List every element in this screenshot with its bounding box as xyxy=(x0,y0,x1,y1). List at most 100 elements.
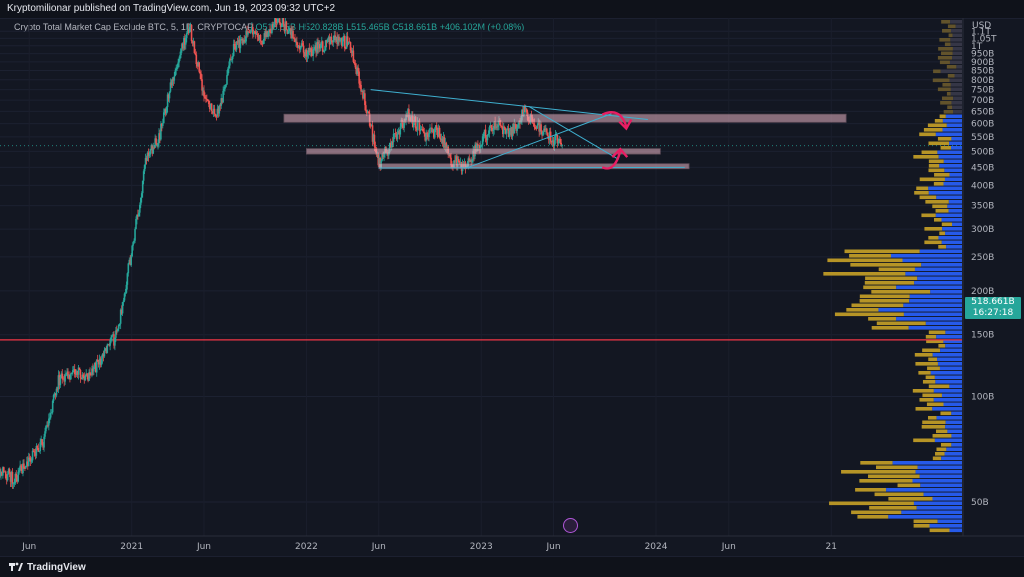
y-tick-label: 1T xyxy=(971,42,983,52)
volume-bar-up xyxy=(944,452,962,456)
candle-body xyxy=(109,340,111,346)
volume-bar-down xyxy=(937,87,951,92)
candle-body xyxy=(10,472,13,482)
candle-body xyxy=(36,445,39,448)
volume-bar-down xyxy=(914,353,933,357)
volume-bar-down xyxy=(874,492,924,497)
candle-body xyxy=(15,473,18,478)
candle-body xyxy=(336,36,338,45)
volume-bar-up xyxy=(909,294,962,299)
candle-body xyxy=(51,400,54,413)
candle-body xyxy=(33,451,36,453)
candle-body xyxy=(235,41,238,50)
candle-body xyxy=(377,153,380,166)
candle-body xyxy=(178,58,180,63)
volume-bar-down xyxy=(915,362,938,366)
candle-body xyxy=(296,41,298,46)
candle-body xyxy=(41,439,43,445)
candle-body xyxy=(374,146,377,148)
volume-bar-up xyxy=(936,195,962,200)
candle-body xyxy=(98,358,101,365)
candle-body xyxy=(233,43,236,46)
volume-bar-down xyxy=(934,173,950,177)
candle-body xyxy=(248,31,250,33)
volume-bar-down xyxy=(857,515,889,519)
candle-body xyxy=(79,369,82,378)
volume-bar-up xyxy=(909,299,962,303)
candle-body xyxy=(326,39,329,42)
volume-bar-down xyxy=(924,227,943,231)
candle-body xyxy=(340,37,342,41)
candle-body xyxy=(207,101,210,105)
candle-body xyxy=(494,121,496,129)
volume-bar-down xyxy=(925,335,937,339)
candle-body xyxy=(373,134,376,147)
candle-body xyxy=(282,18,285,25)
volume-bar-up xyxy=(888,515,962,519)
volume-bar-up xyxy=(945,425,962,429)
candle-body xyxy=(446,146,449,149)
candle-body xyxy=(199,71,201,74)
volume-bar-up xyxy=(903,303,962,308)
candle-body xyxy=(99,358,102,365)
candle-body xyxy=(559,139,562,143)
candle-body xyxy=(50,412,53,414)
price-chart[interactable]: Jun 2021 Jun 2022 Jun 2023 Jun 2024 Jun 21 1.1T1.… xyxy=(0,18,1024,556)
volume-bar-down xyxy=(941,222,953,227)
candle-body xyxy=(52,394,55,401)
volume-bar-up xyxy=(933,389,962,393)
candle-body xyxy=(280,25,283,28)
volume-bar-down xyxy=(929,528,950,533)
volume-bar-up xyxy=(937,150,962,155)
candle-body xyxy=(301,43,304,46)
candle-body xyxy=(19,465,21,471)
volume-bar-up xyxy=(932,497,962,501)
candle-body xyxy=(94,362,97,373)
candle-body xyxy=(218,105,221,114)
candle-body xyxy=(561,145,563,146)
y-tick-label: 1.1T xyxy=(971,27,991,37)
candle-body xyxy=(134,229,136,241)
candle-body xyxy=(351,50,354,53)
candle-body xyxy=(263,33,266,41)
volume-bar-up xyxy=(937,362,962,366)
lightning-icon[interactable] xyxy=(563,518,578,533)
volume-bar-down xyxy=(937,137,952,141)
candle-body xyxy=(175,68,178,71)
candle-body xyxy=(437,127,440,137)
candle-body xyxy=(131,245,133,257)
volume-bar-up xyxy=(929,524,962,528)
volume-bar-down xyxy=(928,168,945,173)
candle-body xyxy=(396,133,399,139)
candle-body xyxy=(367,111,370,114)
candle-body xyxy=(102,354,105,357)
candle-body xyxy=(86,373,88,375)
candle-body xyxy=(522,109,524,116)
candle-body xyxy=(154,138,156,148)
candle-body xyxy=(498,120,500,125)
candle-body xyxy=(137,214,139,217)
candle-body xyxy=(179,55,181,59)
volume-bar-down xyxy=(829,501,914,506)
candle-body xyxy=(541,131,543,136)
candle-body xyxy=(478,145,480,146)
candle-body xyxy=(90,374,92,376)
candle-body xyxy=(139,204,141,213)
candle-body xyxy=(272,24,274,28)
candle-body xyxy=(523,106,525,116)
candle-body xyxy=(291,30,293,39)
volume-bar-up xyxy=(903,312,962,317)
candle-body xyxy=(108,344,110,346)
volume-bar-down xyxy=(938,344,946,348)
candle-body xyxy=(244,41,246,43)
volume-bar-up xyxy=(908,326,962,330)
candle-body xyxy=(435,125,438,130)
candle-body xyxy=(449,153,451,158)
candle-body xyxy=(475,144,477,152)
candle-body xyxy=(29,458,32,462)
candle-body xyxy=(289,28,291,31)
candle-body xyxy=(483,129,486,134)
candle-body xyxy=(190,24,193,42)
candle-body xyxy=(320,41,323,45)
candle-body xyxy=(193,41,196,54)
